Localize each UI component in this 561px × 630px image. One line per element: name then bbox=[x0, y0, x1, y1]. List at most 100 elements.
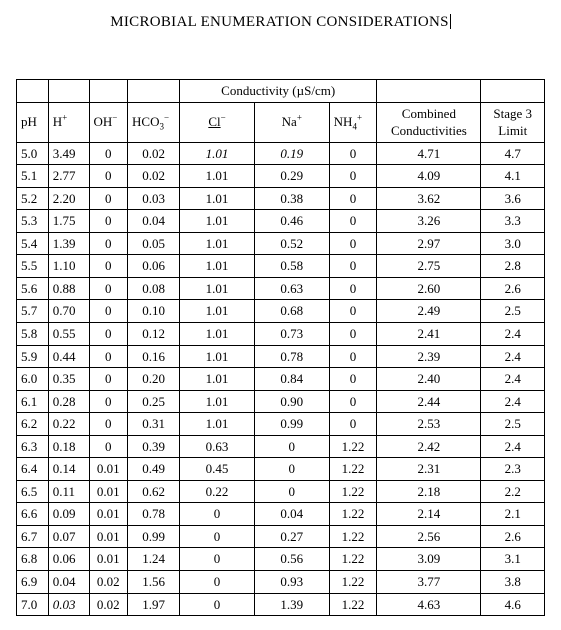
table-cell: 1.22 bbox=[329, 503, 377, 526]
table-cell: 5.4 bbox=[17, 232, 49, 255]
table-cell: 1.56 bbox=[128, 571, 180, 594]
table-cell: 0.55 bbox=[48, 323, 89, 346]
table-cell: 3.3 bbox=[481, 210, 545, 233]
table-cell: 0.27 bbox=[254, 525, 329, 548]
title-text: MICROBIAL ENUMERATION CONSIDERATIONS bbox=[110, 14, 449, 30]
table-row: 5.41.3900.051.010.5202.973.0 bbox=[17, 232, 545, 255]
table-cell: 2.4 bbox=[481, 435, 545, 458]
table-cell: 0.70 bbox=[48, 300, 89, 323]
table-cell: 0 bbox=[254, 480, 329, 503]
table-cell: 0.68 bbox=[254, 300, 329, 323]
table-cell: 5.0 bbox=[17, 142, 49, 165]
table-cell: 2.44 bbox=[377, 390, 481, 413]
table-cell: 1.01 bbox=[180, 345, 255, 368]
table-cell: 0 bbox=[329, 187, 377, 210]
table-cell: 2.42 bbox=[377, 435, 481, 458]
table-cell: 0 bbox=[329, 142, 377, 165]
table-cell: 0.46 bbox=[254, 210, 329, 233]
table-cell: 0.04 bbox=[254, 503, 329, 526]
table-row: 6.00.3500.201.010.8402.402.4 bbox=[17, 368, 545, 391]
table-cell: 0 bbox=[89, 390, 128, 413]
table-cell: 2.20 bbox=[48, 187, 89, 210]
table-cell: 0.03 bbox=[48, 593, 89, 616]
table-cell: 0.93 bbox=[254, 571, 329, 594]
table-cell: 0 bbox=[329, 165, 377, 188]
table-cell: 5.1 bbox=[17, 165, 49, 188]
table-cell: 2.31 bbox=[377, 458, 481, 481]
table-cell: 7.0 bbox=[17, 593, 49, 616]
table-cell: 1.01 bbox=[180, 165, 255, 188]
table-cell: 0 bbox=[89, 165, 128, 188]
table-cell: 1.22 bbox=[329, 571, 377, 594]
table-cell: 1.22 bbox=[329, 548, 377, 571]
table-cell: 4.09 bbox=[377, 165, 481, 188]
table-cell: 0.22 bbox=[180, 480, 255, 503]
table-cell: 0.04 bbox=[48, 571, 89, 594]
table-row: 5.03.4900.021.010.1904.714.7 bbox=[17, 142, 545, 165]
table-cell: 0 bbox=[89, 210, 128, 233]
table-cell: 0.28 bbox=[48, 390, 89, 413]
table-cell: 0 bbox=[89, 300, 128, 323]
table-cell: 1.10 bbox=[48, 255, 89, 278]
table-row: 6.50.110.010.620.2201.222.182.2 bbox=[17, 480, 545, 503]
table-cell: 0.78 bbox=[128, 503, 180, 526]
table-cell: 2.40 bbox=[377, 368, 481, 391]
table-cell: 3.09 bbox=[377, 548, 481, 571]
table-cell: 0.01 bbox=[89, 525, 128, 548]
table-cell: 0 bbox=[329, 300, 377, 323]
table-cell: 1.01 bbox=[180, 390, 255, 413]
table-row: 5.12.7700.021.010.2904.094.1 bbox=[17, 165, 545, 188]
table-cell: 0.62 bbox=[128, 480, 180, 503]
table-cell: 0 bbox=[89, 255, 128, 278]
table-cell: 0.31 bbox=[128, 413, 180, 436]
table-cell: 0.06 bbox=[128, 255, 180, 278]
table-cell: 0.02 bbox=[128, 142, 180, 165]
table-cell: 1.22 bbox=[329, 480, 377, 503]
table-cell: 0 bbox=[180, 525, 255, 548]
table-cell: 0.18 bbox=[48, 435, 89, 458]
table-cell: 5.2 bbox=[17, 187, 49, 210]
table-row: 6.80.060.011.2400.561.223.093.1 bbox=[17, 548, 545, 571]
conductivity-table: Conductivity (µS/cm) pH H+ OH− HCO3− Cl−… bbox=[16, 79, 545, 616]
table-cell: 5.3 bbox=[17, 210, 49, 233]
table-cell: 2.56 bbox=[377, 525, 481, 548]
table-cell: 0.07 bbox=[48, 525, 89, 548]
table-cell: 1.01 bbox=[180, 413, 255, 436]
table-cell: 1.22 bbox=[329, 458, 377, 481]
table-cell: 0 bbox=[89, 413, 128, 436]
table-cell: 2.5 bbox=[481, 413, 545, 436]
table-cell: 6.7 bbox=[17, 525, 49, 548]
table-cell: 2.4 bbox=[481, 390, 545, 413]
table-cell: 2.60 bbox=[377, 277, 481, 300]
table-cell: 2.53 bbox=[377, 413, 481, 436]
table-cell: 0.06 bbox=[48, 548, 89, 571]
table-cell: 0 bbox=[89, 142, 128, 165]
table-cell: 2.39 bbox=[377, 345, 481, 368]
table-row: 5.22.2000.031.010.3803.623.6 bbox=[17, 187, 545, 210]
table-cell: 0.29 bbox=[254, 165, 329, 188]
table-cell: 2.77 bbox=[48, 165, 89, 188]
table-cell: 1.01 bbox=[180, 232, 255, 255]
table-cell: 6.3 bbox=[17, 435, 49, 458]
table-cell: 0 bbox=[329, 277, 377, 300]
table-cell: 1.01 bbox=[180, 255, 255, 278]
table-row: 5.31.7500.041.010.4603.263.3 bbox=[17, 210, 545, 233]
table-row: 7.00.030.021.9701.391.224.634.6 bbox=[17, 593, 545, 616]
table-cell: 1.01 bbox=[180, 142, 255, 165]
table-cell: 0.14 bbox=[48, 458, 89, 481]
table-cell: 2.4 bbox=[481, 323, 545, 346]
table-cell: 0 bbox=[329, 368, 377, 391]
table-cell: 0.04 bbox=[128, 210, 180, 233]
col-h: H+ bbox=[48, 102, 89, 142]
table-cell: 2.8 bbox=[481, 255, 545, 278]
col-nh4: NH4+ bbox=[329, 102, 377, 142]
table-cell: 0 bbox=[89, 345, 128, 368]
table-cell: 4.1 bbox=[481, 165, 545, 188]
table-cell: 0 bbox=[89, 368, 128, 391]
table-cell: 0.01 bbox=[89, 548, 128, 571]
table-row: 6.30.1800.390.6301.222.422.4 bbox=[17, 435, 545, 458]
table-cell: 1.22 bbox=[329, 593, 377, 616]
table-cell: 0.38 bbox=[254, 187, 329, 210]
table-cell: 0.58 bbox=[254, 255, 329, 278]
table-cell: 2.14 bbox=[377, 503, 481, 526]
